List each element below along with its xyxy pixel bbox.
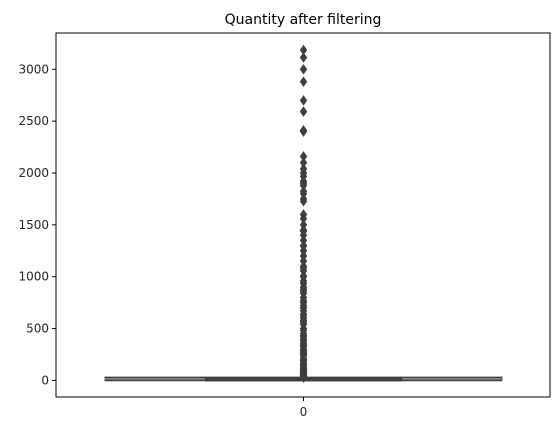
outlier-point [299,52,308,63]
y-tick-label: 500 [26,322,49,336]
y-tick-label: 0 [41,373,49,387]
y-tick-label: 1000 [18,270,49,284]
y-tick-label: 3000 [18,62,49,76]
y-tick-label: 2000 [18,166,49,180]
outlier-point [299,106,308,117]
outlier-point [299,76,308,88]
x-tick-label: 0 [300,405,308,419]
outlier-point [299,126,308,137]
outlier-point [299,372,308,383]
plot-frame [55,32,551,398]
y-tick-label: 2500 [18,114,49,128]
axes: 0 500 1000 1500 2000 2500 3000 0 [18,62,307,419]
chart-title: Quantity after filtering [225,12,382,28]
y-tick-label: 1500 [18,218,49,232]
outlier-point [299,195,308,207]
outlier-point [299,63,308,75]
outlier-point [299,95,308,106]
plot-area [104,44,503,383]
